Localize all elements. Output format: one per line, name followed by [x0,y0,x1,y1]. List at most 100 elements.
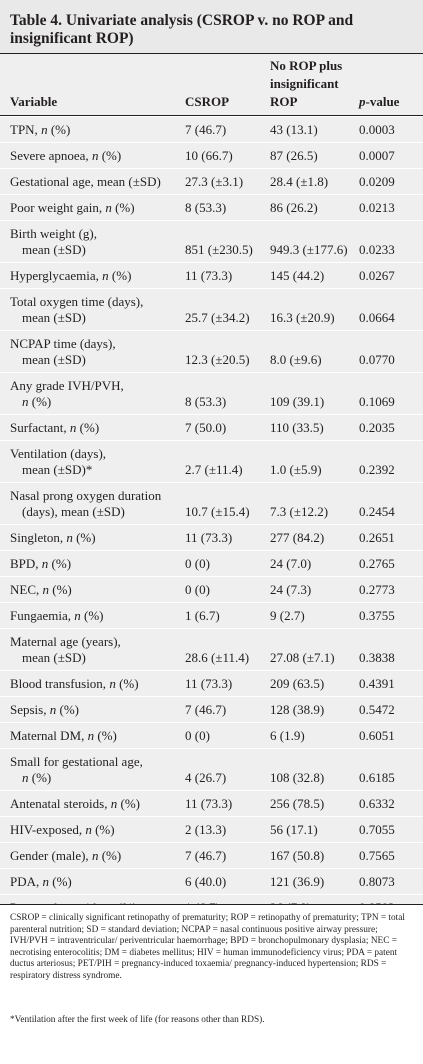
variable-suffix: (%) [47,122,71,137]
header-norop-line3: ROP [270,94,298,109]
norop-value: 277 (84.2) [270,530,325,545]
table-row: NCPAP time (days), mean (±SD) 12.3 (±20.5)… [0,330,423,372]
p-value: 0.0209 [359,174,395,189]
variable-suffix: (%) [80,608,104,623]
table-row: Hyperglycaemia, n (%) 11 (73.3) 145 (44.2)… [0,262,423,288]
variable-italic-n: n [91,848,99,863]
variable-name: Total oxygen time (days), [10,292,185,312]
variable-suffix: (%) [28,770,52,785]
p-value: 0.0664 [359,310,395,325]
variable-name: Ventilation (days), [10,444,185,464]
p-value: 0.4391 [359,676,395,691]
variable-name: Birth weight (g), [10,224,185,244]
csrop-value: 2 (13.3) [185,822,227,837]
csrop-value: 8 (53.3) [185,394,227,409]
variable-text: HIV-exposed, [10,822,86,837]
variable-name-line2: mean (±SD) [10,350,197,370]
variable-suffix: (%) [108,268,132,283]
table-row: Sepsis, n (%) 7 (46.7) 128 (38.9) 0.5472 [0,696,423,722]
variable-italic-n: n [42,582,50,597]
table-footnotes: CSROP = clinically significant retinopat… [0,904,423,1064]
variable-suffix: (%) [49,874,72,889]
variable-name-line2: mean (±SD) [10,308,197,328]
footnote-abbreviations: CSROP = clinically significant retinopat… [10,913,405,981]
table-row: BPD, n (%) 0 (0) 24 (7.0) 0.2765 [0,550,423,576]
header-variable: Variable [10,94,58,109]
norop-value: 109 (39.1) [270,394,325,409]
variable-text: Fungaemia, [10,608,75,623]
p-value: 0.0213 [359,200,395,215]
variable-text: Maternal age (years), [10,634,121,649]
table-row: Blood transfusion, n (%) 11 (73.3) 209 (63… [0,670,423,696]
p-value: 0.2773 [359,582,395,597]
norop-value: 128 (38.9) [270,702,325,717]
variable-italic-n: n [105,200,112,215]
csrop-value: 10.7 (±15.4) [185,504,250,519]
norop-value: 9 (2.7) [270,608,305,623]
p-value: 0.3838 [359,650,395,665]
header-norop-line1: No ROP plus [270,58,343,73]
header-norop-line2: insignificant [270,76,339,91]
variable-text: Maternal DM, [10,728,88,743]
variable-name-line2: mean (±SD) [10,240,197,260]
variable-text: Total oxygen time (days), [10,294,144,309]
variable-name: NCPAP time (days), [10,334,185,354]
table-row: Poor weight gain, n (%) 8 (53.3) 86 (26.2)… [0,194,423,220]
variable-text: Nasal prong oxygen duration [10,488,162,503]
variable-italic-n: n [110,796,118,811]
variable-italic-n: n [42,874,50,889]
variable-italic-n: n [22,394,29,409]
table-row: TPN, n (%) 7 (46.7) 43 (13.1) 0.0003 [0,116,423,142]
norop-value: 7.3 (±12.2) [270,504,329,519]
variable-italic-n: n [109,676,116,691]
table-row: Severe apnoea, n (%) 10 (66.7) 87 (26.5) 0.… [0,142,423,168]
table-row: Small for gestational age, n (%) 4 (26.7) 1… [0,748,423,790]
variable-suffix: (%) [76,420,100,435]
variable-italic-n: n [102,268,109,283]
norop-value: 43 (13.1) [270,122,318,137]
csrop-value: 4 (26.7) [185,770,227,785]
variable-text: Singleton, [10,530,67,545]
p-value: 0.6332 [359,796,395,811]
table-row: Total oxygen time (days), mean (±SD) 25.7 … [0,288,423,330]
table-title-box: Table 4. Univariate analysis (CSROP v. n… [0,0,423,54]
variable-name: Poor weight gain, n (%) [10,198,185,218]
csrop-value: 1 (6.7) [185,608,220,623]
variable-text: mean (±SD) [22,650,86,665]
csrop-value: 8 (53.3) [185,200,227,215]
p-value: 0.7055 [359,822,395,837]
header-pvalue-rest: -value [365,94,400,109]
variable-name: Hyperglycaemia, n (%) [10,266,185,286]
header-pvalue-italic: p [359,94,366,109]
csrop-value: 11 (73.3) [185,676,233,691]
variable-name: Nasal prong oxygen duration [10,486,185,506]
csrop-value: 10 (66.7) [185,148,233,163]
variable-name: Any grade IVH/PVH, [10,376,185,396]
norop-value: 256 (78.5) [270,796,325,811]
norop-value: 24 (7.3) [270,582,312,597]
csrop-value: 7 (46.7) [185,702,227,717]
table-title: Table 4. Univariate analysis (CSROP v. n… [10,12,354,47]
variable-name: Fungaemia, n (%) [10,606,185,626]
csrop-value: 7 (50.0) [185,420,227,435]
table-row: Gestational age, mean (±SD) 27.3 (±3.1) 28… [0,168,423,194]
variable-suffix: (%) [111,200,135,215]
variable-text: Small for gestational age, [10,754,143,769]
norop-value: 167 (50.8) [270,848,325,863]
variable-text: NCPAP time (days), [10,336,116,351]
csrop-value: 11 (73.3) [185,796,233,811]
variable-text: PDA, [10,874,43,889]
table-row: Fungaemia, n (%) 1 (6.7) 9 (2.7) 0.3755 [0,602,423,628]
variable-text: Surfactant, [10,420,70,435]
norop-value: 24 (7.0) [270,556,312,571]
variable-italic-n: n [91,148,99,163]
variable-name-line2: mean (±SD) [10,648,197,668]
p-value: 0.8073 [359,874,395,889]
csrop-value: 851 (±230.5) [185,242,253,257]
variable-text: Any grade IVH/PVH, [10,378,124,393]
norop-value: 949.3 (±177.6) [270,242,348,257]
csrop-value: 0 (0) [185,556,210,571]
table-row: Nasal prong oxygen duration (days), mean … [0,482,423,524]
variable-italic-n: n [69,420,77,435]
csrop-value: 0 (0) [185,728,210,743]
